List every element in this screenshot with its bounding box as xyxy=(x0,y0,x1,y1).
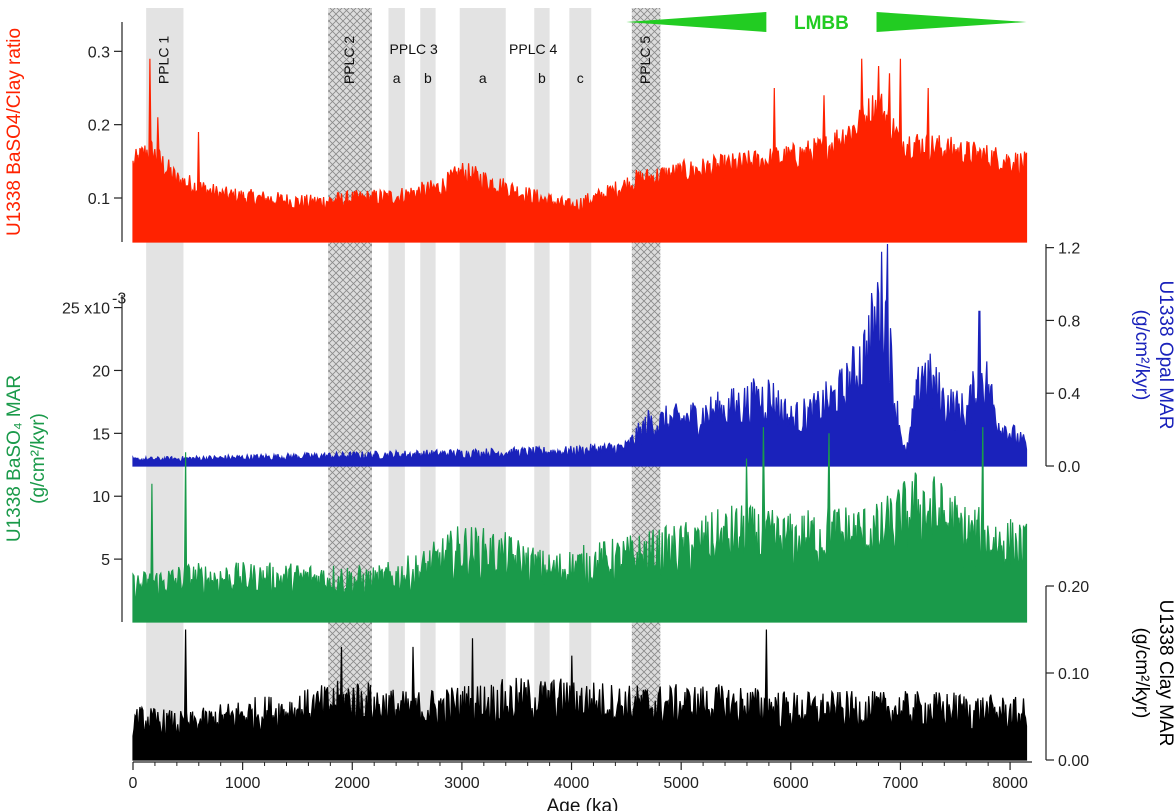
y-tick-label-clay: 0.10 xyxy=(1058,666,1089,683)
x-tick-label: 0 xyxy=(129,775,138,792)
y-multiplier-baso4: -3 xyxy=(112,291,126,308)
series-layer xyxy=(132,58,1028,761)
series-clay xyxy=(132,629,1028,761)
interval-sublabel: b xyxy=(538,70,546,86)
group-label: PPLC 3 xyxy=(390,41,438,57)
x-axis-title: Age (ka) xyxy=(547,796,619,811)
x-tick-label: 7000 xyxy=(883,775,919,792)
y-tick-label-baso4: 15 xyxy=(92,426,110,443)
shaded-interval xyxy=(146,8,184,760)
x-tick-label: 8000 xyxy=(992,775,1028,792)
group-label: PPLC 4 xyxy=(509,41,557,57)
y-tick-label-baso4: 20 xyxy=(92,363,110,380)
interval-label: PPLC 1 xyxy=(155,36,171,84)
shaded-interval xyxy=(534,8,550,760)
series-opal xyxy=(132,243,1028,467)
y-axis-title-opal: U1338 Opal MAR xyxy=(1155,281,1176,430)
interval-sublabel: c xyxy=(577,70,584,86)
y-tick-label-ratio: 0.2 xyxy=(88,118,110,135)
x-tick-label: 6000 xyxy=(773,775,809,792)
interval-label: PPLC 2 xyxy=(341,36,357,84)
y-tick-label-opal: 0.4 xyxy=(1058,386,1080,403)
y-tick-label-opal: 0.0 xyxy=(1058,459,1080,476)
interval-sublabel: a xyxy=(393,70,401,86)
lmbb-annotation: LMBB xyxy=(626,12,1027,34)
shaded-interval xyxy=(569,8,592,760)
interval-sublabel: a xyxy=(479,70,487,86)
series-baso4 xyxy=(132,427,1028,623)
y-tick-label-baso4: 10 xyxy=(92,489,110,506)
y-tick-label-baso4: 5 xyxy=(101,552,110,569)
x-tick-label: 4000 xyxy=(554,775,590,792)
y-axis-unit-opal: (g/cm²/kyr) xyxy=(1131,310,1152,401)
x-tick-label: 5000 xyxy=(663,775,699,792)
y-tick-label-ratio: 0.3 xyxy=(88,44,110,61)
x-tick-label: 3000 xyxy=(444,775,480,792)
x-tick-label: 1000 xyxy=(225,775,261,792)
shaded-interval xyxy=(420,8,436,760)
shaded-interval xyxy=(631,8,661,760)
lmbb-arrow-left xyxy=(626,12,767,32)
y-tick-label-clay: 0.00 xyxy=(1058,753,1089,770)
series-ratio xyxy=(132,58,1028,243)
x-tick-label: 2000 xyxy=(334,775,370,792)
y-tick-label-opal: 1.2 xyxy=(1058,241,1080,258)
y-tick-label-ratio: 0.1 xyxy=(88,191,110,208)
lmbb-label: LMBB xyxy=(794,13,849,34)
y-axis-unit-clay: (g/cm²/kyr) xyxy=(1131,628,1152,719)
shaded-intervals xyxy=(146,8,661,760)
y-tick-label-opal: 0.8 xyxy=(1058,313,1080,330)
interval-label: PPLC 5 xyxy=(637,36,653,84)
y-axis-title-ratio: U1338 BaSO4/Clay ratio xyxy=(4,28,25,236)
shaded-interval xyxy=(459,8,506,760)
shaded-interval xyxy=(388,8,405,760)
shaded-interval xyxy=(328,8,373,760)
y-tick-label-baso4: 25 x10 xyxy=(62,301,110,318)
y-axis-unit-baso4: (g/cm²/kyr) xyxy=(28,413,49,504)
interval-sublabel: b xyxy=(424,70,432,86)
lmbb-arrow-right xyxy=(876,12,1027,32)
interval-labels: PPLC 1 PPLC 2 a b a b c PPLC 5 PPLC 3 PPLC 4 xyxy=(155,36,652,86)
y-tick-label-clay: 0.20 xyxy=(1058,579,1089,596)
y-axis-title-clay: U1338 Clay MAR xyxy=(1155,600,1176,747)
y-axis-title-baso4: U1338 BaSO₄ MAR xyxy=(4,375,25,542)
axes-layer: 0 1000 2000 3000 4000 5000 6000 7000 8000 Age (ka… xyxy=(4,22,1176,811)
